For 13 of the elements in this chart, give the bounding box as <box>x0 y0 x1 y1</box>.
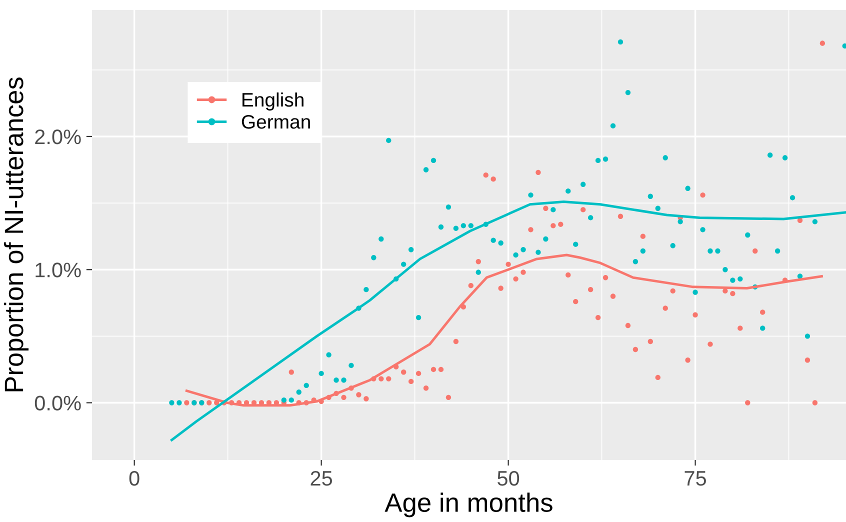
y-tick-label: 1.0% <box>36 262 81 278</box>
line-series <box>170 200 846 442</box>
x-tick-label: 25 <box>310 470 332 486</box>
y-tick-label: 2.0% <box>35 129 81 144</box>
legend-label: English <box>242 92 304 111</box>
legend-label: German <box>242 114 310 129</box>
x-tick-label: 0 <box>129 470 140 486</box>
x-tick-label: 50 <box>498 470 520 486</box>
x-axis-title: Age in months <box>384 492 552 518</box>
y-axis-title: Proportion of NI-utterances <box>4 78 29 392</box>
x-tick-label: 75 <box>684 471 706 486</box>
line-series <box>185 254 823 407</box>
y-tick-label: 0.0% <box>34 396 81 411</box>
